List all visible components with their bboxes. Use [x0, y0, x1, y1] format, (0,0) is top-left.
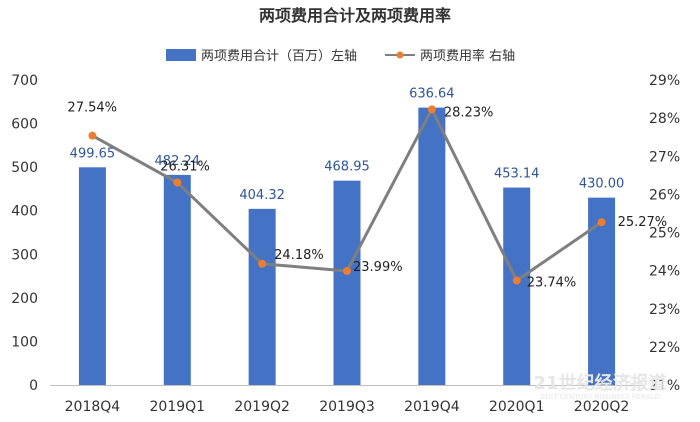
right-axis-tick-label: 27% [649, 149, 680, 165]
line-point [343, 267, 351, 276]
line-data-label: 27.54% [67, 101, 117, 116]
x-axis-tick-label: 2019Q1 [150, 399, 206, 415]
x-axis-tick-label: 2020Q1 [489, 399, 545, 415]
right-axis-tick-label: 22% [649, 340, 680, 356]
left-axis-tick-label: 300 [11, 247, 38, 263]
right-axis-tick-label: 28% [649, 111, 680, 127]
x-axis-tick-label: 2019Q4 [404, 399, 460, 415]
legend-bar-label: 两项费用合计（百万）左轴 [201, 49, 357, 64]
bar-data-label: 636.64 [409, 87, 455, 102]
legend-line-marker [396, 51, 404, 59]
bar-data-labels: 499.65 482.24 404.32 468.95 636.64 453.14 430.… [70, 87, 625, 203]
x-axis-tick-label: 2019Q3 [319, 399, 375, 415]
left-axis-tick-label: 600 [11, 117, 38, 133]
legend: 两项费用合计（百万）左轴 两项费用率 右轴 [166, 48, 515, 64]
x-axis-ticks: 2018Q4 2019Q1 2019Q2 2019Q3 2019Q4 2020Q1 2020… [65, 399, 630, 415]
left-axis-tick-label: 500 [11, 160, 38, 176]
line-point [173, 178, 182, 187]
right-axis-tick-label: 25% [649, 226, 680, 242]
bar-data-label: 468.95 [324, 160, 370, 175]
bar [503, 187, 531, 385]
line-point [88, 131, 97, 140]
x-axis-tick-label: 2019Q2 [234, 399, 290, 415]
bar [248, 208, 276, 385]
right-axis-tick-label: 21% [649, 378, 680, 394]
chart-title: 两项费用合计及两项费用率 [259, 6, 451, 25]
line-data-label: 28.23% [444, 105, 494, 120]
line-data-label: 23.74% [527, 276, 577, 291]
line-series [88, 105, 606, 285]
bar [163, 174, 191, 385]
line-data-label: 26.31% [160, 160, 210, 175]
line-point [512, 276, 521, 285]
line-data-label: 24.18% [274, 248, 324, 263]
left-axis-tick-label: 200 [11, 291, 38, 307]
left-axis-tick-label: 400 [11, 204, 38, 220]
line-point [258, 259, 267, 268]
x-axis-tick-label: 2020Q2 [574, 399, 630, 415]
right-axis-tick-label: 24% [649, 264, 680, 280]
left-axis-ticks: 0 100 200 300 400 500 600 700 [11, 73, 38, 394]
right-axis-tick-label: 29% [649, 73, 680, 89]
watermark: 21世纪经济报道 21ST CENTURY BUSINESS HERALD [533, 372, 666, 401]
legend-line-label: 两项费用率 右轴 [420, 48, 515, 64]
bar-data-label: 404.32 [239, 188, 285, 203]
bar-data-label: 482.24 [155, 154, 201, 169]
right-axis-ticks: 21% 22% 23% 24% 25% 26% 27% 28% 29% [649, 73, 680, 394]
left-axis-tick-label: 700 [11, 73, 38, 89]
bar [418, 107, 446, 385]
line-point [597, 218, 606, 227]
line-data-labels: 27.54% 26.31% 24.18% 23.99% 28.23% 23.74% 25.2… [67, 101, 667, 291]
bar-data-label: 453.14 [494, 167, 540, 182]
bar-data-label: 430.00 [579, 177, 625, 192]
bar-data-label: 499.65 [70, 146, 116, 161]
bar [333, 180, 361, 385]
bar [78, 167, 106, 385]
legend-bar-swatch [166, 49, 196, 61]
right-axis-tick-label: 23% [649, 302, 680, 318]
watermark-text: 21世纪经济报道 [533, 372, 666, 394]
line-data-label: 23.99% [353, 260, 403, 275]
line-point [427, 105, 436, 114]
x-axis-tick-label: 2018Q4 [65, 399, 121, 415]
left-axis-tick-label: 0 [29, 378, 38, 394]
watermark-subtext: 21ST CENTURY BUSINESS HERALD [540, 393, 660, 401]
bar-series [78, 107, 616, 385]
right-axis-tick-label: 26% [649, 187, 680, 203]
left-axis-tick-label: 100 [11, 334, 38, 350]
line-data-label: 25.27% [618, 215, 668, 230]
